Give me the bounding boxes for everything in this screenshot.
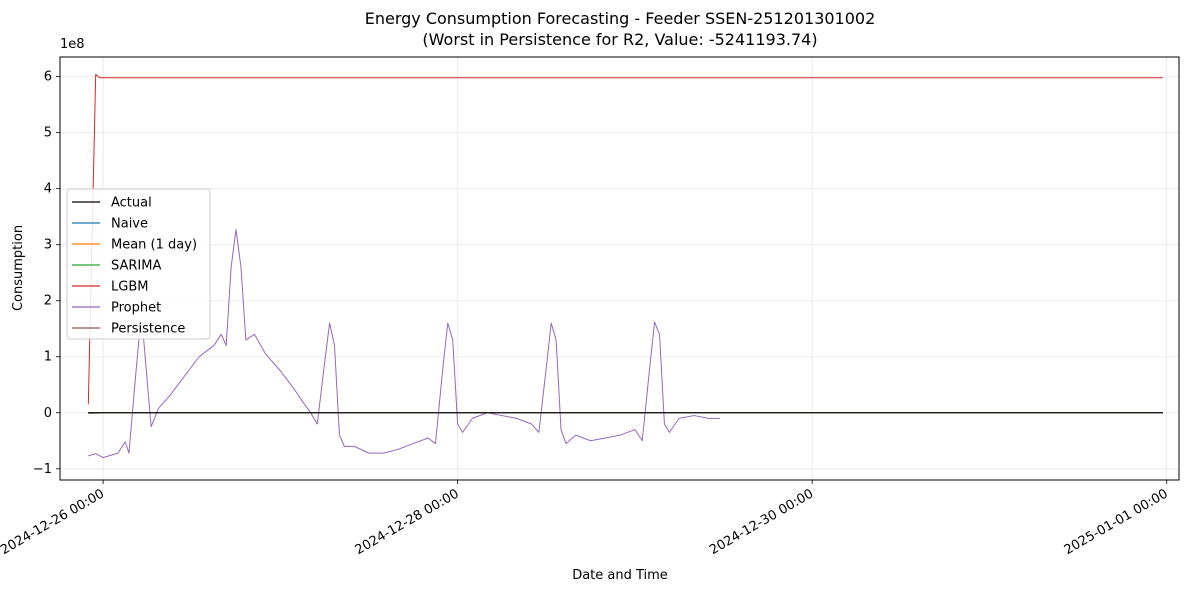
legend-label-persistence: Persistence [111, 322, 185, 337]
legend-label-sarima: SARIMA [111, 259, 161, 274]
legend-box [66, 188, 211, 340]
y-tick-label: 4 [44, 182, 52, 197]
x-axis-label: Date and Time [572, 568, 668, 583]
legend-label-naive: Naive [111, 217, 148, 232]
y-tick-label: −1 [33, 462, 52, 477]
y-offset-label: 1e8 [60, 37, 85, 52]
y-axis-ticks: −1 0 1 2 3 4 5 6 [33, 70, 60, 477]
y-axis-label: Consumption [11, 225, 26, 311]
legend-label-mean-1-day: Mean (1 day) [111, 238, 197, 253]
legend-label-prophet: Prophet [111, 301, 161, 316]
y-tick-label: 3 [44, 238, 52, 253]
series-lines [87, 73, 1164, 459]
series-line-prophet [88, 229, 720, 459]
legend: Actual Naive Mean (1 day) SARIMA LGBM Prophet… [66, 188, 211, 340]
y-tick-label: 5 [44, 126, 52, 141]
y-tick-label: 2 [44, 294, 52, 309]
plot-area [59, 56, 1180, 481]
chart-title: Energy Consumption Forecasting - Feeder … [365, 9, 876, 28]
legend-label-actual: Actual [111, 196, 152, 211]
y-tick-label: 1 [44, 350, 52, 365]
y-tick-label: 0 [44, 406, 52, 421]
legend-label-lgbm: LGBM [111, 280, 148, 295]
chart-subtitle: (Worst in Persistence for R2, Value: -52… [422, 30, 817, 49]
y-tick-label: 6 [44, 70, 52, 85]
